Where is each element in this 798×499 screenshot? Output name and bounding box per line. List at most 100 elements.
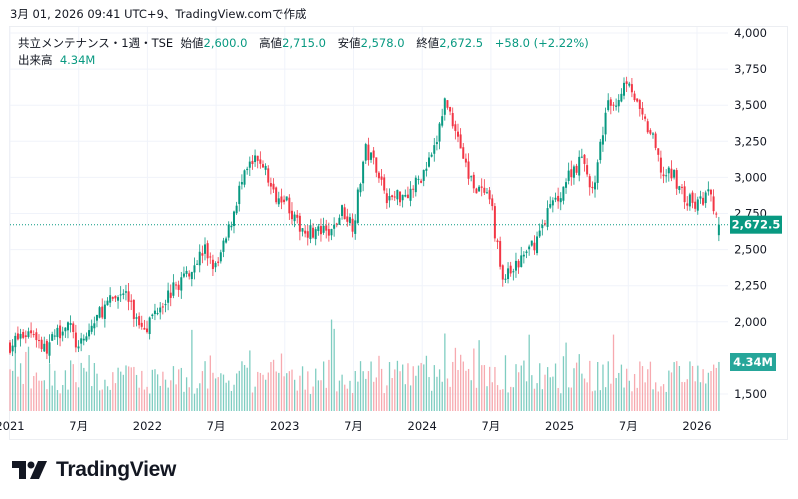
volume-bar (657, 391, 659, 411)
candle-body (101, 306, 104, 318)
candle-body (657, 148, 660, 155)
candle-body (615, 105, 618, 107)
candle-body (288, 197, 291, 214)
volume-bar (678, 365, 681, 411)
volume-bar (467, 368, 470, 411)
candle-body (264, 165, 267, 170)
volume-bar (146, 386, 148, 411)
volume-bar (512, 387, 515, 411)
candle-body (678, 186, 681, 190)
volume-bar (575, 362, 578, 411)
volume-bar (494, 366, 496, 411)
candle-body (201, 253, 204, 256)
candle-body (64, 327, 67, 332)
volume-bar (249, 350, 251, 411)
volume-bar (460, 354, 462, 411)
volume-bar (336, 391, 338, 411)
tradingview-logo-icon (12, 461, 47, 479)
candle-body (475, 188, 478, 194)
candle-body (707, 189, 710, 192)
volume-bar (357, 381, 359, 411)
candle-body (327, 229, 330, 236)
volume-bar (520, 365, 522, 411)
volume-bar (262, 374, 264, 411)
volume-bar (315, 368, 317, 411)
candle-body (330, 229, 333, 236)
candle-body (314, 229, 317, 240)
candle-body (446, 100, 449, 108)
candle-body (277, 198, 280, 205)
volume-bar (220, 373, 222, 411)
candle-body (659, 157, 662, 173)
candle-body (478, 186, 481, 192)
candle-body (427, 157, 430, 167)
candle-body (248, 161, 251, 168)
volume-bar (246, 367, 248, 411)
close-value: 2,672.5 (439, 36, 484, 50)
volume-bar (257, 371, 259, 411)
candle-body (367, 144, 370, 161)
candle-body (140, 322, 143, 327)
candle-body (557, 195, 560, 202)
volume-bar (64, 370, 67, 411)
candle-body (715, 213, 718, 215)
volume-bar (441, 381, 443, 411)
volume-bar (217, 377, 219, 411)
open-label: 始値 (180, 36, 204, 50)
volume-bar (557, 387, 559, 411)
candle-body (546, 208, 549, 227)
candle-body (30, 330, 33, 334)
candle-body (680, 186, 683, 188)
tradingview-logo[interactable]: TradingView (12, 458, 176, 482)
volume-bar (507, 392, 509, 411)
y-tick-label: 3,000 (734, 170, 767, 184)
candle-body (132, 300, 135, 319)
volume-bar (633, 374, 636, 411)
volume-bar (454, 347, 457, 411)
candle-body (391, 195, 394, 198)
volume-bar (536, 383, 538, 411)
candle-body (293, 214, 296, 222)
candle-body (454, 124, 457, 131)
candle-body (161, 306, 164, 308)
volume-bar (694, 381, 696, 411)
candle-body (414, 177, 417, 193)
volume-bar (204, 361, 206, 411)
candle-body (61, 331, 64, 336)
volume-bar (365, 378, 367, 411)
candle-body (148, 317, 151, 335)
candle-body (356, 189, 359, 223)
volume-bar (27, 346, 30, 411)
volume-bar (233, 384, 235, 411)
volume-bar (344, 384, 346, 411)
candle-body (673, 170, 676, 178)
candle-body (93, 323, 96, 329)
volume-bar (639, 361, 641, 411)
volume-bar (330, 319, 333, 411)
volume-bar (251, 392, 254, 411)
price-chart[interactable]: 4,0003,7503,5003,2503,0002,7502,5002,250… (0, 0, 798, 445)
candle-body (543, 223, 546, 225)
candle-body (182, 273, 185, 277)
volume-bar (636, 387, 638, 411)
candle-body (204, 244, 207, 254)
candle-body (48, 342, 51, 356)
candle-body (620, 93, 623, 102)
candle-body (607, 100, 610, 110)
volume-bar (164, 379, 167, 411)
y-tick-label: 4,000 (734, 26, 767, 40)
candle-body (399, 191, 402, 203)
volume-bar (705, 383, 707, 411)
candle-body (425, 168, 428, 171)
candle-body (493, 206, 496, 239)
volume-bar (402, 364, 404, 411)
candle-body (40, 339, 43, 350)
volume-bar (684, 382, 686, 411)
open-value: 2,600.0 (203, 36, 248, 50)
candle-body (586, 165, 589, 175)
volume-bar (378, 355, 380, 411)
volume-bar (83, 367, 85, 411)
volume-bar (183, 391, 185, 411)
volume-badge (730, 353, 776, 371)
candle-body (499, 241, 502, 267)
